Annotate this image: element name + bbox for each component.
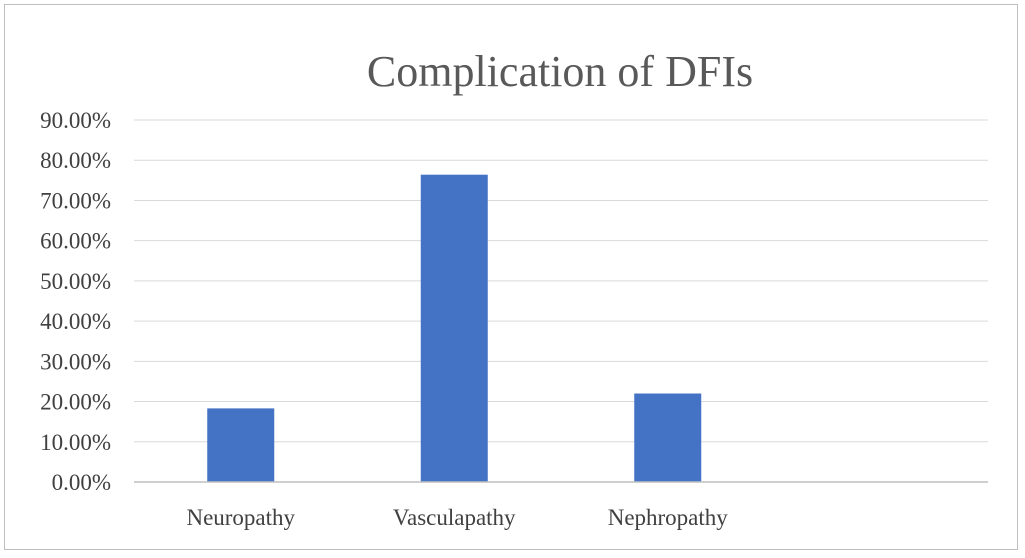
chart-title: Complication of DFIs xyxy=(367,47,753,96)
gridlines xyxy=(134,119,988,443)
y-tick-label: 30.00% xyxy=(40,349,111,374)
x-category-label: Nephropathy xyxy=(608,505,729,530)
x-category-label: Vasculapathy xyxy=(393,505,516,530)
y-tick-label: 90.00% xyxy=(40,108,111,133)
y-tick-label: 50.00% xyxy=(40,269,111,294)
y-tick-label: 20.00% xyxy=(40,390,111,415)
bar-vasculapathy xyxy=(420,174,488,483)
y-tick-label: 80.00% xyxy=(40,148,111,173)
x-axis-category-labels: Neuropathy Vasculapathy Nephropathy xyxy=(186,505,728,530)
y-tick-label: 40.00% xyxy=(40,309,111,334)
y-tick-label: 60.00% xyxy=(40,229,111,254)
y-tick-label: 10.00% xyxy=(40,430,111,455)
bars xyxy=(207,174,702,483)
y-tick-label: 0.00% xyxy=(52,470,111,495)
bar-nephropathy xyxy=(634,393,702,482)
y-tick-label: 70.00% xyxy=(40,188,111,213)
x-category-label: Neuropathy xyxy=(186,505,295,530)
chart-frame xyxy=(4,4,1018,550)
y-axis-tick-labels: 0.00% 10.00% 20.00% 30.00% 40.00% 50.00% 60.00… xyxy=(40,108,111,495)
bar-neuropathy xyxy=(207,408,275,482)
